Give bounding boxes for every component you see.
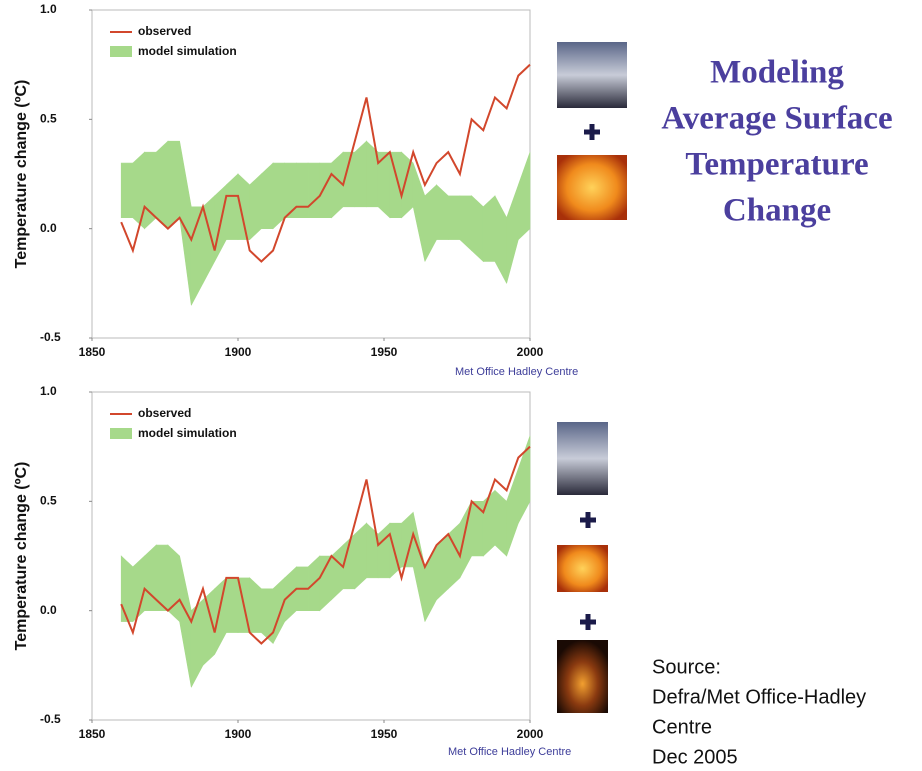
y-axis-label: Temperature change (ºC) [13, 80, 30, 269]
x-tick-label: 1950 [371, 345, 398, 359]
y-tick-label: 1.0 [40, 2, 57, 16]
model-band [331, 151, 344, 219]
model-band [494, 489, 507, 557]
source-text: Source: [652, 656, 721, 678]
sun-image [557, 545, 608, 592]
fire-image [557, 640, 608, 713]
icons [557, 42, 627, 713]
model-band [261, 162, 274, 229]
plot-frame [91, 391, 531, 721]
slide-title: Modeling [710, 55, 844, 91]
sun-image [557, 155, 627, 220]
observed-line [120, 63, 531, 263]
model-band [179, 141, 192, 306]
model-band [120, 162, 134, 219]
model-band [354, 522, 367, 590]
y-tick-label: 0.5 [40, 494, 57, 508]
credit: Met Office Hadley Centre [448, 746, 571, 758]
model-band [272, 577, 286, 644]
model-band [354, 140, 367, 208]
slide-title: Average Surface [661, 101, 892, 137]
model-band [167, 140, 180, 230]
credit: Met Office Hadley Centre [455, 366, 578, 378]
model-band [144, 544, 157, 611]
model-band [377, 522, 391, 579]
plus-sign [584, 124, 600, 140]
model-band [319, 555, 332, 612]
model-band [506, 468, 519, 557]
model-band [471, 195, 484, 263]
model-band [331, 544, 344, 601]
legend-label: model simulation [138, 44, 237, 58]
volcano-image [557, 422, 608, 495]
model-band [482, 195, 496, 262]
observed-line [120, 445, 531, 645]
legend-label: observed [138, 24, 191, 38]
model-band [518, 152, 531, 241]
y-tick-label: 0.0 [40, 603, 57, 617]
model-band [436, 184, 449, 240]
source-text: Defra/Met Office-Hadley [652, 686, 866, 708]
model-band [249, 577, 262, 633]
source-text: Dec 2005 [652, 746, 738, 768]
x-tick-label: 1850 [79, 727, 106, 741]
plus-sign [580, 614, 596, 630]
y-tick-label: -0.5 [40, 330, 61, 344]
model-band [412, 512, 426, 622]
model-band [424, 184, 437, 262]
model-band [249, 173, 262, 241]
model-band [482, 489, 496, 557]
model-band [272, 162, 286, 230]
x-tick-label: 1850 [79, 345, 106, 359]
x-tick-label: 1900 [225, 345, 252, 359]
plus-sign [580, 512, 596, 528]
legend-label: observed [138, 406, 191, 420]
x-tick-label: 2000 [517, 345, 544, 359]
model-band [226, 577, 239, 633]
x-tick-label: 2000 [517, 727, 544, 741]
legend-swatch [110, 46, 132, 57]
y-axis-label: Temperature change (ºC) [13, 462, 30, 651]
y-tick-label: 0.5 [40, 112, 57, 126]
model-band [494, 195, 507, 284]
model-band [296, 162, 309, 219]
model-band [518, 435, 531, 524]
model-band [202, 195, 215, 284]
model-band [319, 162, 332, 219]
model-band [506, 184, 519, 284]
x-tick-label: 1950 [371, 727, 398, 741]
x-tick-label: 1900 [225, 727, 252, 741]
y-tick-label: 0.0 [40, 221, 57, 235]
slide-title: Change [723, 193, 831, 229]
model-band [459, 195, 472, 252]
model-band [120, 555, 134, 622]
volcano-image [557, 42, 627, 108]
model-band [179, 555, 192, 688]
source-text: Centre [652, 716, 712, 738]
legend-swatch [110, 428, 132, 439]
model-band [226, 173, 239, 240]
model-band [190, 599, 204, 688]
y-tick-label: -0.5 [40, 712, 61, 726]
y-tick-label: 1.0 [40, 384, 57, 398]
model-band [447, 195, 461, 240]
legend-label: model simulation [138, 426, 237, 440]
model-band [447, 522, 461, 590]
model-band [307, 162, 321, 219]
slide-title: Temperature [685, 147, 868, 183]
model-band [155, 140, 169, 230]
